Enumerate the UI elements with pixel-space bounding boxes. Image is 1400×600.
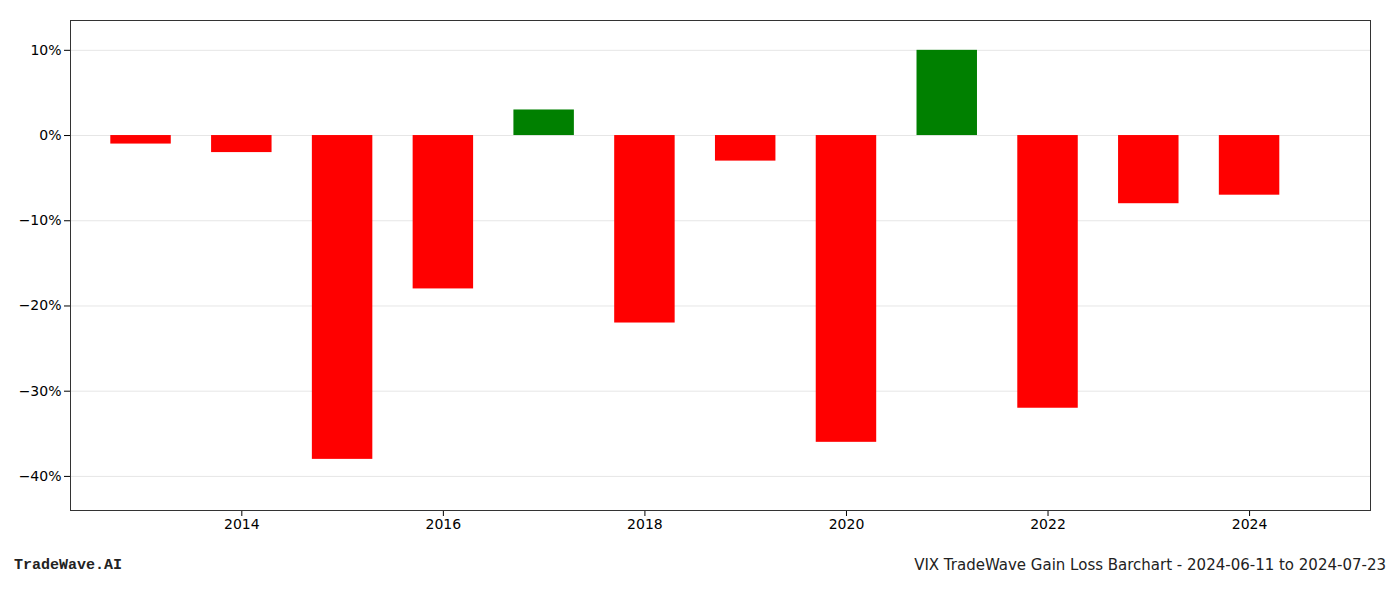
svg-text:−10%: −10%	[19, 212, 62, 228]
svg-text:−30%: −30%	[19, 383, 62, 399]
svg-text:2016: 2016	[426, 516, 462, 532]
svg-text:2022: 2022	[1030, 516, 1066, 532]
svg-text:−40%: −40%	[19, 468, 62, 484]
svg-text:−20%: −20%	[19, 297, 62, 313]
html-text:TradeWave.AI: TradeWave.AI	[14, 557, 122, 574]
svg-text:2024: 2024	[1232, 516, 1268, 532]
svg-text:2018: 2018	[627, 516, 663, 532]
svg-text:10%: 10%	[30, 42, 61, 58]
html-text:VIX TradeWave Gain Loss Barcha: VIX TradeWave Gain Loss Barchart - 2024-…	[914, 556, 1386, 574]
svg-text:2014: 2014	[224, 516, 260, 532]
svg-text:0%: 0%	[39, 127, 61, 143]
svg-text:2020: 2020	[829, 516, 865, 532]
